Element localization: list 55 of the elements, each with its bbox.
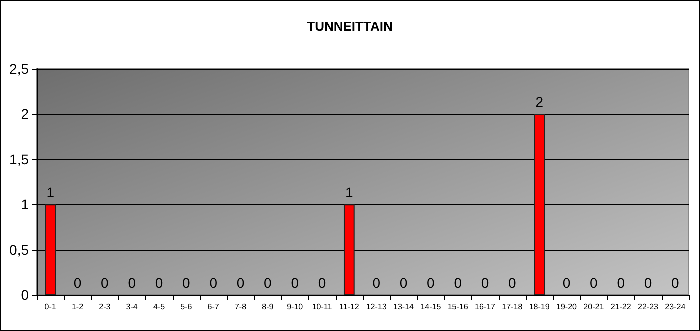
x-tick-label: 2-3 [99,302,112,312]
x-tick-label: 9-10 [287,302,304,312]
data-label: 0 [155,275,164,291]
data-label: 0 [128,275,136,291]
x-tick-label: 6-7 [208,302,220,312]
data-label: 0 [372,275,381,291]
data-label: 0 [101,275,110,291]
x-tick-label: 14-15 [420,302,442,312]
data-label: 0 [508,275,517,291]
x-tick-label: 8-9 [262,302,274,312]
data-label: 1 [46,184,55,201]
data-label: 0 [562,275,571,291]
x-tick-label: 15-16 [448,302,469,312]
x-tick-label: 17-18 [502,302,524,312]
y-tick-label: 0 [21,287,30,303]
x-tick-label: 18-19 [529,302,550,312]
data-label: 0 [617,275,626,291]
x-tick-label: 16-17 [475,302,496,312]
data-label: 0 [318,275,326,291]
data-label: 0 [644,275,652,291]
y-tick-label: 1,5 [10,151,30,168]
data-label: 1 [346,184,354,201]
data-label: 0 [210,275,218,291]
x-tick-label: 3-4 [126,302,138,312]
x-tick-label: 13-14 [394,302,415,312]
x-tick-label: 11-12 [339,302,360,312]
x-tick-label: 21-22 [610,302,632,312]
data-label: 0 [481,275,490,291]
x-tick-label: 4-5 [153,302,166,312]
x-tick-label: 0-1 [44,302,57,312]
chart-title: TUNNEITTAIN [307,19,393,34]
data-label: 0 [400,275,408,291]
x-tick-label: 23-24 [665,302,686,312]
y-tick-label: 2 [21,106,30,122]
data-label: 0 [291,275,300,291]
data-label: 2 [536,94,544,110]
x-tick-label: 7-8 [234,302,248,312]
x-tick-label: 19-20 [556,302,578,312]
data-label: 0 [182,275,191,291]
data-label: 0 [454,275,462,291]
x-tick-label: 12-13 [366,302,388,312]
y-tick-label: 1 [21,196,30,213]
data-label: 0 [236,275,245,291]
data-label: 0 [590,275,598,291]
x-tick-label: 20-21 [584,302,605,312]
y-tick-label: 0,5 [10,242,30,258]
data-label: 0 [74,275,82,291]
data-label: 0 [672,275,680,291]
data-label: 0 [264,275,272,291]
data-label: 0 [427,275,436,291]
y-tick-label: 2,5 [10,61,30,77]
x-tick-label: 5-6 [180,302,193,312]
x-tick-label: 1-2 [72,302,84,312]
x-tick-label: 22-23 [638,302,660,312]
x-tick-label: 10-11 [312,302,333,312]
